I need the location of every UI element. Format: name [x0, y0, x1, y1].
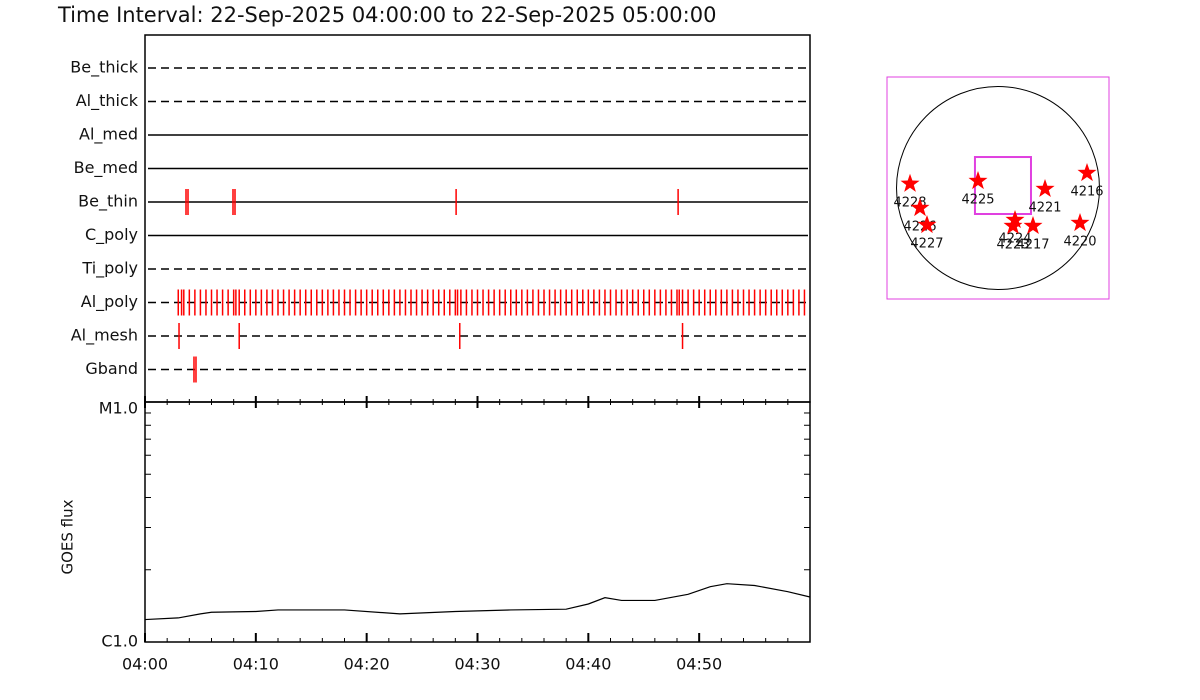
region-label: 4220 — [1063, 234, 1096, 249]
row-label: Be_thick — [70, 58, 138, 78]
region-label: 4224 — [998, 232, 1031, 247]
region-star — [1003, 216, 1023, 234]
y-axis-label: GOES flux — [59, 499, 77, 574]
region-star — [1023, 216, 1043, 234]
row-label: Al_thick — [76, 91, 139, 111]
x-tick-label: 04:30 — [454, 655, 500, 674]
row-label: Gband — [85, 359, 138, 378]
map-frame — [886, 76, 1110, 300]
x-tick-label: 04:50 — [676, 655, 722, 674]
row-label: Al_med — [79, 125, 138, 145]
region-label: 4225 — [961, 193, 994, 208]
row-label: Be_thin — [78, 192, 138, 212]
row-label: Al_mesh — [71, 326, 138, 346]
row-label: C_poly — [85, 225, 138, 245]
x-tick-label: 04:10 — [233, 655, 279, 674]
chart-title: Time Interval: 22-Sep-2025 04:00:00 to 2… — [57, 3, 716, 27]
region-star — [1077, 163, 1097, 182]
row-label: Al_poly — [81, 292, 138, 312]
region-label: 4226 — [903, 219, 936, 234]
goes-line — [144, 583, 811, 621]
solar-limb — [896, 86, 1100, 290]
row-label: Ti_poly — [81, 259, 138, 279]
region-star — [900, 173, 920, 192]
x-tick-label: 04:00 — [122, 655, 168, 674]
region-star — [917, 215, 937, 234]
region-label: 4217 — [1016, 237, 1049, 252]
region-label: 4221 — [1028, 200, 1061, 215]
region-label: 4223 — [996, 237, 1029, 252]
x-tick-label: 04:40 — [565, 655, 611, 674]
region-label: 4216 — [1070, 184, 1103, 199]
row-label: Be_med — [74, 158, 138, 178]
x-tick-label: 04:20 — [344, 655, 390, 674]
region-star — [968, 171, 988, 190]
y-tick-label: M1.0 — [99, 399, 138, 418]
region-star — [1005, 210, 1025, 229]
region-star — [1035, 179, 1055, 197]
y-tick-label: C1.0 — [101, 632, 138, 651]
region-star — [1070, 213, 1090, 232]
region-label: 4227 — [910, 237, 943, 252]
region-star — [910, 198, 930, 217]
